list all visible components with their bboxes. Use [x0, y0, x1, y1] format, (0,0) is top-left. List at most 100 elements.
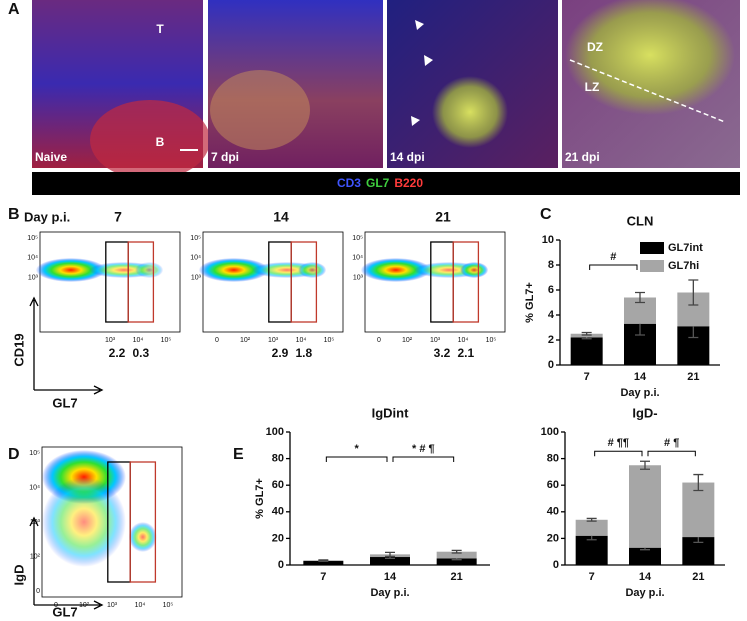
y-tick-label: 10⁴	[352, 255, 363, 262]
panel-label: B	[8, 206, 20, 223]
significance-bracket	[594, 450, 643, 457]
x-tick-label: 7	[320, 571, 326, 583]
legend-label: GL7int	[668, 242, 703, 254]
stain-legend: CD3 GL7 B220	[337, 176, 423, 190]
y-tick-label: 10³	[30, 519, 41, 526]
y-tick-label: 0	[553, 559, 559, 571]
y-tick-label: 4	[548, 309, 555, 321]
x-tick-label: 0	[377, 337, 381, 344]
y-axis-label: IgD	[11, 565, 26, 586]
y-tick-label: 10⁴	[29, 484, 40, 491]
x-tick-label: 10⁵	[163, 602, 174, 609]
x-tick-label: 10⁵	[324, 337, 335, 344]
flow-plot-frame	[202, 231, 344, 333]
y-axis-label: % GL7+	[524, 282, 536, 323]
flow-plot-frame	[39, 231, 181, 333]
gate-value: 2.1	[457, 346, 474, 360]
x-tick-label: 10³	[268, 337, 279, 344]
flow-title: Day p.i.	[24, 209, 70, 224]
gate-value: 3.2	[434, 346, 451, 360]
arrowhead	[411, 116, 420, 126]
significance-bracket	[589, 264, 638, 270]
x-tick-label: 21	[451, 571, 463, 583]
micrograph-label: 21 dpi	[565, 150, 600, 164]
x-tick-label: 21	[687, 371, 699, 383]
legend-swatch	[640, 242, 664, 254]
y-tick-label: 10⁴	[190, 255, 201, 262]
bar-segment	[629, 547, 661, 565]
x-axis-label: Day p.i.	[620, 387, 659, 399]
x-tick-label: 10⁴	[133, 337, 144, 344]
x-tick-label: 10⁵	[486, 337, 497, 344]
y-tick-label: 60	[547, 479, 559, 491]
y-tick-label: 20	[547, 532, 559, 544]
error-bar	[581, 331, 592, 336]
error-bar	[635, 291, 645, 304]
axis-arrow	[29, 516, 104, 610]
region-label: B	[156, 135, 165, 149]
y-tick-label: 10⁵	[27, 235, 38, 242]
x-tick-label: 0	[215, 337, 219, 344]
x-tick-label: 21	[692, 571, 704, 583]
x-tick-label: 14	[634, 371, 647, 383]
x-tick-label: 10²	[402, 337, 413, 344]
stain-name: GL7	[366, 176, 390, 190]
x-tick-label: 14	[384, 571, 397, 583]
y-tick-label: 0	[548, 359, 554, 371]
axis-arrow	[29, 296, 104, 395]
panel-label: D	[8, 446, 20, 463]
x-tick-label: 10³	[105, 337, 116, 344]
x-tick-label: 10²	[240, 337, 251, 344]
y-tick-label: 100	[541, 426, 559, 438]
chart-title: CLN	[627, 213, 654, 228]
error-bar	[640, 460, 650, 470]
significance-label: #	[610, 251, 616, 263]
density-cloud	[298, 262, 327, 278]
y-tick-label: 10⁵	[190, 235, 201, 242]
panel-label: C	[540, 206, 552, 223]
bar-segment	[575, 519, 608, 536]
bar-segment	[570, 337, 603, 365]
micrograph-label: 7 dpi	[211, 150, 239, 164]
germinal-center	[432, 76, 508, 148]
region-label: T	[156, 22, 164, 36]
gate-value: 2.2	[109, 346, 126, 360]
y-tick-label: 10³	[191, 274, 202, 281]
y-tick-label: 40	[272, 506, 284, 518]
x-tick-label: 10⁴	[296, 337, 307, 344]
x-axis-label: GL7	[52, 395, 77, 410]
follicle	[90, 100, 210, 180]
gate	[290, 241, 318, 323]
error-bar	[318, 559, 329, 562]
significance-label: # ¶¶	[608, 437, 629, 449]
day-label: 21	[435, 209, 451, 225]
density-cloud	[128, 522, 157, 552]
density-cloud	[35, 258, 106, 282]
arrowhead	[424, 55, 433, 66]
y-tick-label: 10²	[30, 553, 41, 560]
panel-label: E	[233, 446, 244, 463]
region-label: DZ	[587, 40, 603, 54]
y-tick-label: 0	[278, 559, 284, 571]
x-tick-label: 10⁵	[161, 337, 172, 344]
y-tick-label: 10	[542, 234, 554, 246]
bar-segment	[575, 535, 608, 565]
significance-bracket	[325, 456, 388, 462]
significance-label: # ¶	[664, 437, 679, 449]
x-axis-label: GL7	[52, 604, 77, 619]
y-tick-label: 10⁵	[29, 450, 40, 457]
gate	[452, 241, 480, 323]
y-tick-label: 6	[548, 284, 554, 296]
y-tick-label: 60	[272, 479, 284, 491]
gate	[127, 241, 155, 323]
y-tick-label: 2	[548, 334, 554, 346]
day-label: 7	[114, 209, 122, 225]
day-label: 14	[273, 209, 289, 225]
arrowhead	[415, 20, 424, 30]
bar-segment	[629, 465, 661, 548]
panel-label: A	[8, 1, 20, 18]
bar-segment	[436, 558, 477, 565]
germinal-center	[210, 70, 310, 150]
density-cloud	[198, 258, 269, 282]
